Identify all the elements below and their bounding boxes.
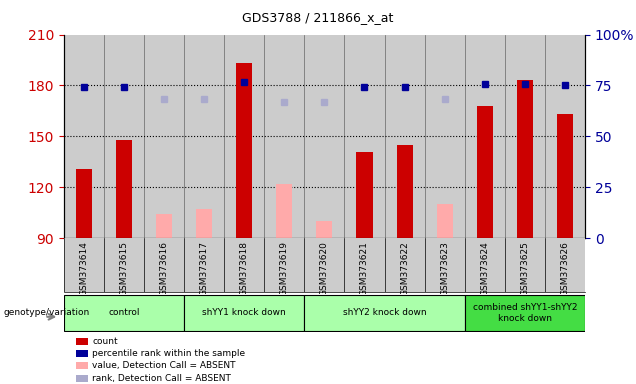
Text: count: count [92,337,118,346]
Text: genotype/variation: genotype/variation [3,308,90,318]
Text: GSM373617: GSM373617 [200,241,209,296]
Bar [156,214,172,238]
Text: GSM373615: GSM373615 [120,241,128,296]
Text: GDS3788 / 211866_x_at: GDS3788 / 211866_x_at [242,12,394,25]
Text: combined shYY1-shYY2
knock down: combined shYY1-shYY2 knock down [473,303,577,323]
Text: GSM373616: GSM373616 [160,241,169,296]
Text: percentile rank within the sample: percentile rank within the sample [92,349,245,358]
Text: GSM373625: GSM373625 [520,241,529,296]
Text: GSM373622: GSM373622 [400,241,409,296]
Bar [316,221,333,238]
FancyBboxPatch shape [465,295,585,331]
Text: GSM373624: GSM373624 [480,241,489,296]
Text: GSM373618: GSM373618 [240,241,249,296]
Bar [236,63,252,238]
FancyBboxPatch shape [64,295,184,331]
Bar [477,106,493,238]
Text: GSM373623: GSM373623 [440,241,449,296]
Bar [397,145,413,238]
Bar [196,209,212,238]
FancyBboxPatch shape [304,295,465,331]
Text: shYY2 knock down: shYY2 knock down [343,308,426,318]
Text: rank, Detection Call = ABSENT: rank, Detection Call = ABSENT [92,374,231,383]
FancyBboxPatch shape [184,295,304,331]
Bar [517,80,533,238]
Bar [116,140,132,238]
Text: GSM373620: GSM373620 [320,241,329,296]
Bar [276,184,293,238]
Text: GSM373621: GSM373621 [360,241,369,296]
Bar [356,152,373,238]
Bar [76,169,92,238]
Text: shYY1 knock down: shYY1 knock down [202,308,286,318]
Bar [557,114,573,238]
Text: value, Detection Call = ABSENT: value, Detection Call = ABSENT [92,361,236,371]
Bar [437,204,453,238]
Text: GSM373619: GSM373619 [280,241,289,296]
Text: GSM373614: GSM373614 [79,241,88,296]
Text: control: control [108,308,139,318]
Text: GSM373626: GSM373626 [560,241,570,296]
